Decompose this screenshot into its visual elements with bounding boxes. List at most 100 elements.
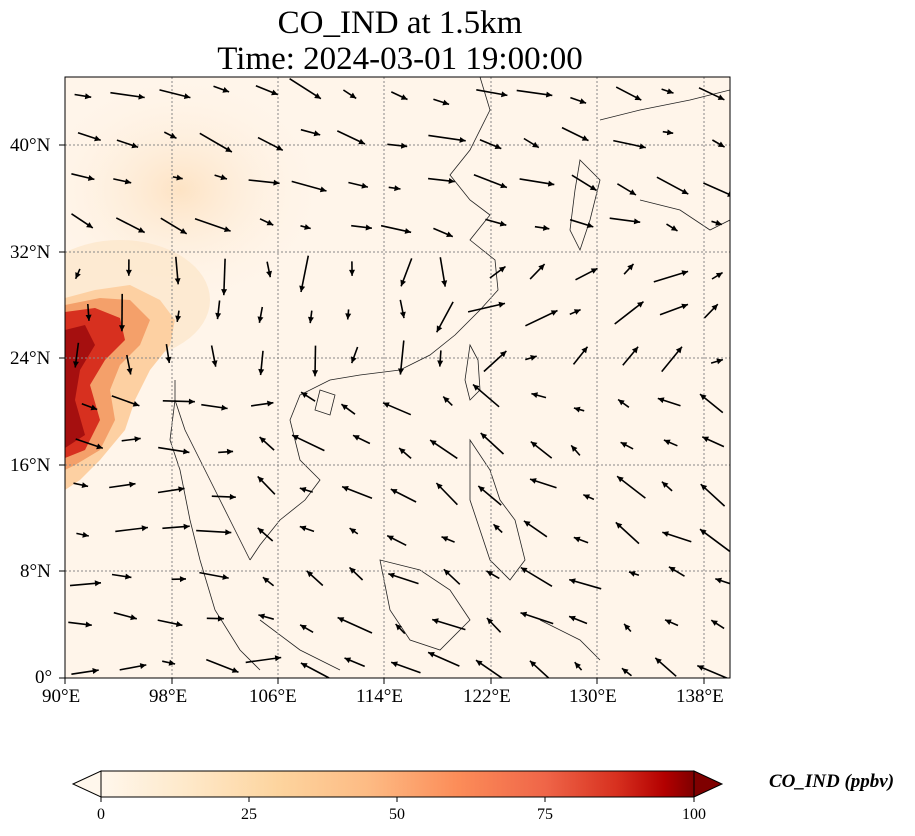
wind-arrow-head bbox=[442, 99, 450, 106]
wind-arrow-head bbox=[225, 529, 232, 536]
wind-arrow-head bbox=[530, 441, 538, 448]
wind-arrow-head bbox=[222, 87, 230, 93]
wind-arrow-head bbox=[349, 528, 357, 534]
wind-arrow-head bbox=[662, 531, 669, 537]
wind-arrow-head bbox=[499, 220, 507, 227]
wind-arrow-head bbox=[168, 659, 176, 666]
lon-label-130E: 130°E bbox=[569, 686, 617, 707]
wind-arrow-shaft bbox=[300, 255, 310, 293]
wind-arrow-shaft bbox=[520, 566, 553, 587]
wind-arrow-head bbox=[399, 311, 406, 319]
wind-arrow-head bbox=[344, 657, 352, 664]
wind-arrow-head bbox=[217, 615, 224, 622]
wind-arrow-head bbox=[257, 527, 265, 535]
wind-arrow-head bbox=[257, 476, 264, 483]
wind-arrow-head bbox=[494, 143, 502, 149]
wind-arrow-head bbox=[532, 141, 539, 148]
wind-arrow-head bbox=[583, 494, 590, 500]
lat-label-32N: 32°N bbox=[10, 242, 51, 263]
wind-arrow-head bbox=[183, 93, 191, 99]
wind-arrow-head bbox=[443, 396, 450, 403]
wind-arrow-head bbox=[617, 476, 624, 483]
colorbar-tick-0: 0 bbox=[97, 806, 105, 823]
wind-arrow-head bbox=[337, 617, 345, 623]
wind-arrow-head bbox=[224, 226, 231, 232]
wind-arrow-head bbox=[220, 174, 227, 181]
wind-arrow-head bbox=[262, 577, 270, 584]
wind-arrow-head bbox=[523, 520, 531, 527]
plume-core bbox=[65, 325, 95, 448]
wind-arrow-head bbox=[531, 392, 538, 398]
wind-arrow-head bbox=[400, 142, 408, 149]
wind-arrow-head bbox=[574, 662, 581, 669]
wind-arrow-head bbox=[579, 98, 587, 104]
lon-label-98E: 98°E bbox=[149, 686, 188, 707]
wind-arrow-head bbox=[569, 578, 576, 585]
wind-arrow-head bbox=[590, 268, 598, 274]
colorbar-gradient bbox=[100, 770, 695, 798]
wind-arrow-head bbox=[132, 401, 140, 407]
wind-arrow-head bbox=[501, 91, 508, 98]
wind-arrow-head bbox=[573, 309, 581, 315]
lat-label-0: 0° bbox=[35, 667, 53, 688]
wind-arrow-head bbox=[545, 91, 553, 98]
wind-arrow-head bbox=[666, 88, 674, 95]
wind-arrow-head bbox=[141, 525, 148, 532]
wind-arrow-head bbox=[681, 303, 688, 310]
wind-arrow-shaft bbox=[428, 134, 466, 142]
wind-arrow-head bbox=[443, 569, 451, 576]
wind-arrow-head bbox=[180, 228, 187, 234]
wind-arrow-head bbox=[436, 325, 443, 333]
wind-arrow-head bbox=[615, 522, 623, 529]
wind-arrow-head bbox=[538, 264, 545, 271]
wind-arrow-head bbox=[176, 174, 183, 181]
wind-arrow-head bbox=[430, 440, 437, 446]
wind-arrow-head bbox=[668, 566, 676, 573]
map-plot-area bbox=[65, 77, 730, 678]
wind-arrow-shaft bbox=[467, 302, 506, 313]
wind-arrow-head bbox=[92, 668, 99, 674]
wind-arrow-head bbox=[221, 289, 228, 296]
wind-arrow-head bbox=[345, 313, 352, 320]
colorbar-tick-50: 50 bbox=[389, 806, 405, 823]
wind-arrow-head bbox=[657, 397, 665, 404]
wind-arrow-head bbox=[138, 93, 145, 100]
wind-arrow-head bbox=[125, 573, 132, 580]
lon-label-122E: 122°E bbox=[463, 686, 511, 707]
wind-arrow-head bbox=[717, 141, 725, 148]
wind-arrow-head bbox=[349, 269, 355, 276]
wind-arrow-head bbox=[266, 270, 272, 278]
wind-arrow-head bbox=[301, 392, 308, 398]
wind-arrow-head bbox=[717, 94, 725, 100]
wind-arrow-head bbox=[365, 224, 372, 231]
colorbar-label: CO_IND (ppbv) bbox=[769, 771, 895, 792]
wind-arrow-head bbox=[273, 179, 280, 186]
wind-arrow-head bbox=[139, 663, 147, 669]
wind-arrow-head bbox=[308, 316, 314, 324]
wind-arrow-head bbox=[225, 146, 232, 152]
wind-arrow-head bbox=[529, 660, 537, 668]
wind-arrow-head bbox=[498, 301, 505, 308]
wind-arrow-head bbox=[361, 182, 368, 189]
wind-arrow-head bbox=[84, 93, 92, 100]
wind-arrow-head bbox=[542, 224, 550, 231]
lat-label-8N: 8°N bbox=[20, 561, 51, 582]
wind-arrow-head bbox=[292, 435, 299, 441]
wind-arrow-head bbox=[124, 178, 132, 185]
wind-arrow-shaft bbox=[223, 258, 226, 296]
wind-arrow-head bbox=[493, 524, 500, 531]
lat-label-16N: 16°N bbox=[10, 455, 51, 476]
lon-label-90E: 90°E bbox=[42, 686, 81, 707]
wind-arrow-head bbox=[349, 567, 356, 574]
wind-arrow-head bbox=[620, 442, 628, 448]
wind-arrow-head bbox=[94, 135, 101, 142]
wind-arrow-head bbox=[716, 358, 723, 365]
wind-arrow-head bbox=[266, 219, 274, 226]
wind-arrow-head bbox=[178, 486, 185, 493]
wind-arrow-head bbox=[383, 402, 390, 408]
wind-arrow-head bbox=[478, 486, 485, 493]
wind-arrow-head bbox=[711, 620, 718, 626]
wind-arrow-head bbox=[119, 325, 125, 332]
wind-arrow-head bbox=[639, 143, 646, 150]
